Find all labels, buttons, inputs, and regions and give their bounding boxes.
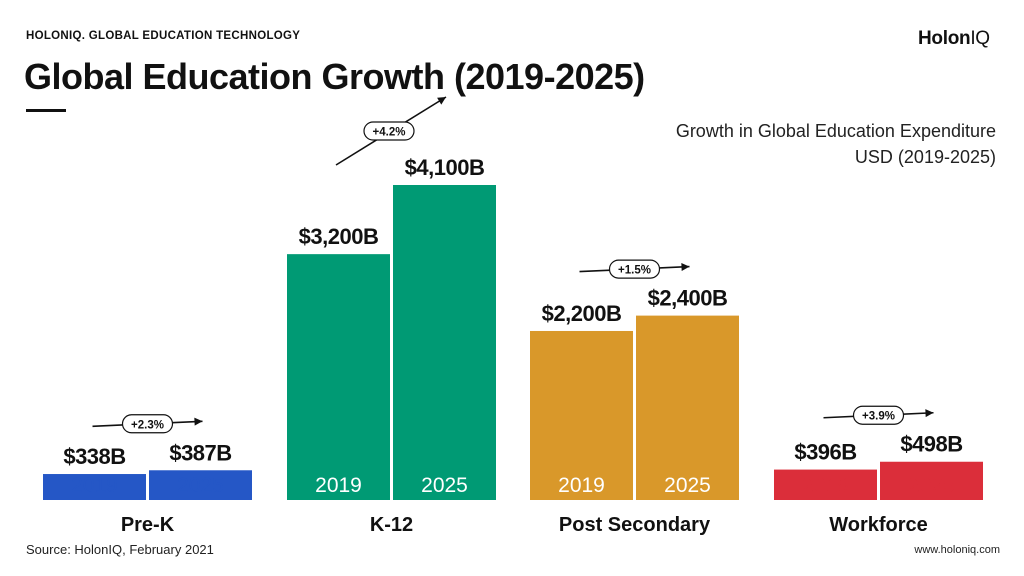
subtitle-line-2: USD (2019-2025)	[854, 147, 996, 167]
year-label: 2025	[664, 474, 711, 497]
year-label: 2025	[908, 474, 955, 497]
growth-arrow-head	[681, 262, 690, 271]
chart-subtitle: Growth in Global Education Expenditure U…	[676, 118, 996, 170]
bar-2019-2	[530, 330, 633, 500]
page-title: Global Education Growth (2019-2025)	[24, 56, 645, 97]
category-label: K-12	[370, 514, 413, 536]
growth-badge	[121, 414, 174, 434]
category-label: Pre-K	[121, 514, 175, 536]
growth-badge	[608, 259, 661, 279]
year-label: 2025	[421, 474, 468, 497]
growth-rate-label: +4.2%	[373, 127, 406, 139]
bar-2025-1	[393, 185, 496, 500]
bar-2025-2	[636, 315, 739, 500]
bar-2019-0	[43, 474, 146, 500]
data-label: $338B	[63, 444, 125, 469]
data-label: $396B	[794, 440, 856, 465]
logo-suffix: IQ	[970, 28, 990, 49]
growth-rate-label: +2.3%	[131, 419, 164, 431]
source-note: Source: HolonIQ, February 2021	[26, 542, 214, 557]
growth-badge	[852, 405, 905, 425]
bar-2019-3	[774, 469, 877, 500]
growth-arrow-head	[925, 409, 934, 418]
year-label: 2019	[558, 474, 605, 497]
growth-arrow-head	[437, 97, 446, 105]
growth-rate-label: +1.5%	[618, 265, 651, 277]
data-label: $2,200B	[542, 301, 622, 326]
growth-badge	[363, 121, 415, 141]
data-label: $387B	[169, 440, 231, 465]
header-kicker: HOLONIQ. GLOBAL EDUCATION TECHNOLOGY	[26, 30, 301, 42]
bar-2025-0	[149, 470, 252, 500]
data-label: $4,100B	[405, 155, 485, 180]
data-label: $2,400B	[648, 286, 728, 311]
website-url: www.holoniq.com	[914, 544, 1000, 556]
year-label: 2025	[177, 474, 224, 497]
growth-arrow-head	[194, 417, 203, 426]
category-label: Post Secondary	[559, 514, 711, 536]
title-underline	[26, 109, 66, 112]
bar-2019-1	[287, 254, 390, 500]
subtitle-line-1: Growth in Global Education Expenditure	[675, 121, 996, 141]
holoniq-logo: HolonIQ	[918, 28, 990, 50]
category-label: Workforce	[829, 514, 928, 536]
logo-main: Holon	[918, 28, 971, 49]
year-label: 2019	[315, 474, 362, 497]
year-label: 2019	[802, 474, 849, 497]
data-label: $498B	[900, 432, 962, 457]
data-label: $3,200B	[299, 224, 379, 249]
growth-rate-label: +3.9%	[862, 411, 895, 423]
bar-2025-3	[880, 461, 983, 500]
year-label: 2019	[71, 474, 118, 497]
